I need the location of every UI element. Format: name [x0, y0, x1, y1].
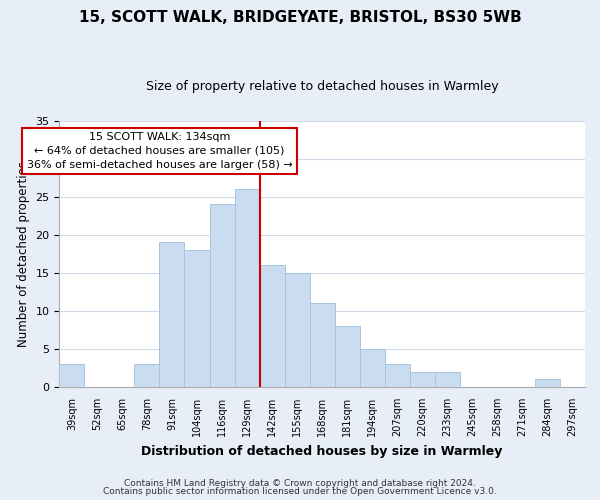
Bar [284, 273, 310, 387]
Bar [335, 326, 360, 387]
Bar [160, 242, 184, 387]
Bar [535, 380, 560, 387]
Text: Contains public sector information licensed under the Open Government Licence v3: Contains public sector information licen… [103, 487, 497, 496]
Y-axis label: Number of detached properties: Number of detached properties [17, 161, 30, 347]
Bar [360, 349, 385, 387]
Text: 15 SCOTT WALK: 134sqm
← 64% of detached houses are smaller (105)
36% of semi-det: 15 SCOTT WALK: 134sqm ← 64% of detached … [26, 132, 292, 170]
Bar [209, 204, 235, 387]
Bar [134, 364, 160, 387]
X-axis label: Distribution of detached houses by size in Warmley: Distribution of detached houses by size … [142, 444, 503, 458]
Text: 15, SCOTT WALK, BRIDGEYATE, BRISTOL, BS30 5WB: 15, SCOTT WALK, BRIDGEYATE, BRISTOL, BS3… [79, 10, 521, 25]
Text: Contains HM Land Registry data © Crown copyright and database right 2024.: Contains HM Land Registry data © Crown c… [124, 478, 476, 488]
Bar [260, 265, 284, 387]
Bar [59, 364, 85, 387]
Bar [435, 372, 460, 387]
Bar [310, 304, 335, 387]
Bar [410, 372, 435, 387]
Bar [235, 189, 260, 387]
Bar [184, 250, 209, 387]
Bar [385, 364, 410, 387]
Title: Size of property relative to detached houses in Warmley: Size of property relative to detached ho… [146, 80, 499, 93]
